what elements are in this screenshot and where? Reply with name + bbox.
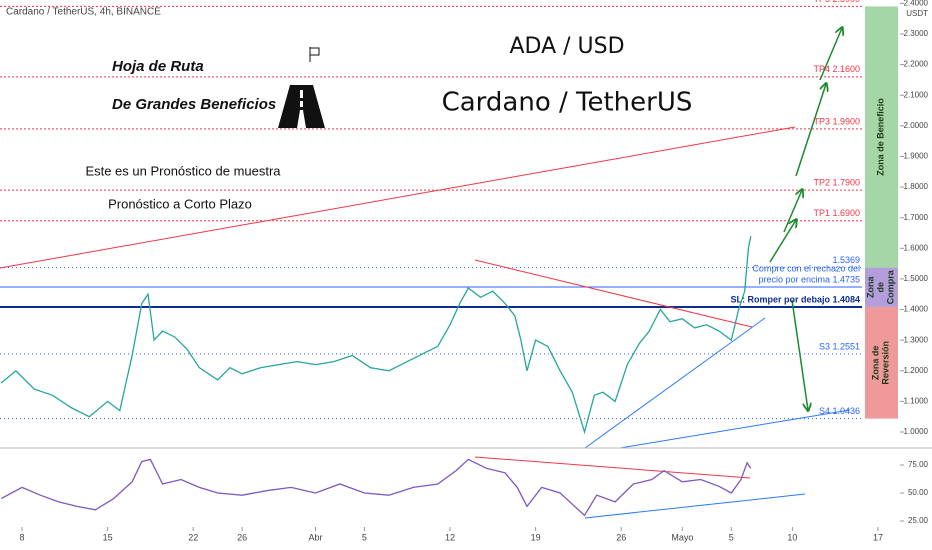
level-label: 1.5369 [832,255,860,265]
y-tick-label: 1.1000 [904,396,929,405]
y-tick-label: 1.8000 [904,182,929,191]
trend-line [619,409,851,449]
x-tick-label: 17 [873,532,883,542]
level-label: SL: Romper por debajo 1.4084 [730,294,860,304]
x-tick-label: 15 [103,532,113,542]
y-tick-label: 2.0000 [904,121,929,130]
zone-label: Compra [885,269,895,304]
x-tick-label: 22 [188,532,198,542]
x-tick-label: Abr [308,532,322,542]
x-tick-label: 10 [787,532,797,542]
level-label: TP1 1.6900 [813,208,860,218]
series-line [0,235,752,435]
trend-line [0,126,796,269]
zone [865,306,898,419]
note: Pronóstico a Corto Plazo [108,196,252,211]
y-tick-label: 2.2000 [904,60,929,69]
y-tick-label: 2.1000 [904,90,929,99]
y-tick-label: 1.7000 [904,213,929,222]
y-tick-label: 50.00 [908,488,929,497]
x-tick-label: 5 [729,532,734,542]
y-tick-label: 1.9000 [904,152,929,161]
forecast-arrows [769,28,842,410]
x-tick-label: 5 [362,532,367,542]
note: Hoja de Ruta [112,58,204,75]
y-tick-label: 1.6000 [904,243,929,252]
level-label: TP4 2.1600 [813,64,860,74]
x-tick-label: 12 [445,532,455,542]
flag-icon [309,47,320,62]
zone-label: Zona de Beneficio [875,98,885,176]
level-label: TP2 1.7900 [813,178,860,188]
trend-line [474,456,751,479]
note: Este es un Pronóstico de muestra [85,163,281,178]
y-tick-label: 1.0000 [904,427,929,436]
zone [865,6,898,268]
level-label: TP5 2.3900 [813,0,860,4]
road-icon [278,85,325,128]
level-note: Compre con el rechazo del [752,263,860,273]
trend-line [474,259,753,328]
note: De Grandes Beneficios [112,96,276,113]
zone-label: Zona [865,276,875,298]
y-tick-label: 2.4000 [904,0,929,7]
level-label: precio por encima 1.4735 [758,274,860,284]
zone-label: de [875,282,885,293]
y-tick-label: 1.5000 [904,274,929,283]
y-tick-label: 1.4000 [904,305,929,314]
level-label: S3 1.2551 [819,341,860,351]
zone [865,267,898,307]
trend-line [584,317,766,449]
level-label: S4 1.0436 [819,406,860,416]
series-line [0,458,752,517]
zone-label: Reversión [880,341,890,385]
x-tick-label: 26 [237,532,247,542]
level-label: TP3 1.9900 [813,116,860,126]
subheading: Cardano / TetherUS [442,88,693,118]
y-tick-label: 2.3000 [904,29,929,38]
zone-label: Zona de [870,346,880,381]
x-tick-label: 19 [531,532,541,542]
x-tick-label: Mayo [671,532,693,542]
trend-line [584,493,806,519]
y-axis-label: USDT [906,9,928,18]
heading: ADA / USD [509,34,624,59]
x-tick-label: 8 [20,532,25,542]
y-tick-label: 25.00 [908,516,929,525]
chart-title: Cardano / TetherUS, 4h, BINANCE [6,7,161,18]
x-tick-label: 26 [616,532,626,542]
y-tick-label: 75.00 [908,460,929,469]
y-tick-label: 1.3000 [904,335,929,344]
y-tick-label: 1.2000 [904,366,929,375]
